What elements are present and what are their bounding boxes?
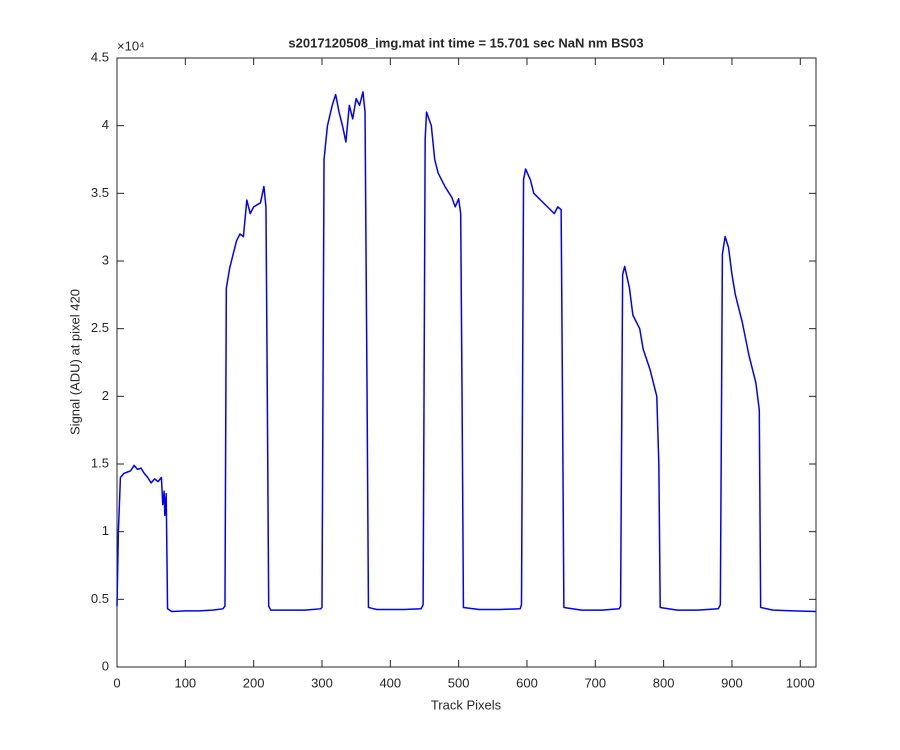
y-tick-label: 4 [102,117,109,132]
x-tick-label: 400 [379,675,401,690]
x-tick-label: 600 [516,675,538,690]
x-tick-label: 100 [174,675,196,690]
x-tick-label: 900 [721,675,743,690]
y-tick-label: 4.5 [91,49,109,64]
y-tick-label: 2 [102,388,109,403]
y-tick-label: 1 [102,523,109,538]
x-tick-label: 200 [243,675,265,690]
axes-box [116,57,817,668]
x-tick-label: 700 [584,675,606,690]
y-tick-label: 0 [102,658,109,673]
y-tick-label: 1.5 [91,455,109,470]
y-tick-label: 3.5 [91,185,109,200]
x-tick-label: 0 [113,675,120,690]
y-tick-label: 0.5 [91,591,109,606]
y-multiplier: ×10⁴ [117,38,145,53]
x-tick-label: 1000 [786,675,815,690]
y-tick-label: 3 [102,252,109,267]
y-tick-label: 2.5 [91,320,109,335]
y-axis-label: Signal (ADU) at pixel 420 [67,289,82,435]
x-tick-label: 800 [653,675,675,690]
chart-title: s2017120508_img.mat int time = 15.701 se… [288,35,643,50]
signal-line [116,91,817,613]
x-tick-label: 300 [311,675,333,690]
x-tick-label: 500 [448,675,470,690]
x-axis-label: Track Pixels [431,697,502,712]
